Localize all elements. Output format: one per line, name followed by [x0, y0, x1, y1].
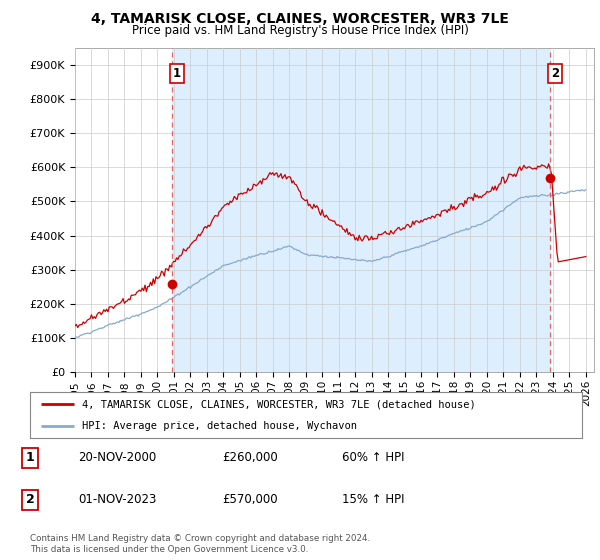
Text: 01-NOV-2023: 01-NOV-2023	[78, 493, 157, 506]
Text: HPI: Average price, detached house, Wychavon: HPI: Average price, detached house, Wych…	[82, 422, 358, 431]
Text: 4, TAMARISK CLOSE, CLAINES, WORCESTER, WR3 7LE (detached house): 4, TAMARISK CLOSE, CLAINES, WORCESTER, W…	[82, 399, 476, 409]
Text: 4, TAMARISK CLOSE, CLAINES, WORCESTER, WR3 7LE: 4, TAMARISK CLOSE, CLAINES, WORCESTER, W…	[91, 12, 509, 26]
Text: 1: 1	[173, 67, 181, 80]
Text: £570,000: £570,000	[222, 493, 278, 506]
Text: 2: 2	[551, 67, 559, 80]
Text: 60% ↑ HPI: 60% ↑ HPI	[342, 451, 404, 464]
Text: 20-NOV-2000: 20-NOV-2000	[78, 451, 156, 464]
Text: £260,000: £260,000	[222, 451, 278, 464]
Text: 15% ↑ HPI: 15% ↑ HPI	[342, 493, 404, 506]
Text: Price paid vs. HM Land Registry's House Price Index (HPI): Price paid vs. HM Land Registry's House …	[131, 24, 469, 37]
Text: This data is licensed under the Open Government Licence v3.0.: This data is licensed under the Open Gov…	[30, 545, 308, 554]
Bar	[172, 48, 550, 372]
Text: 1: 1	[26, 451, 34, 464]
Text: 2: 2	[26, 493, 34, 506]
Text: Contains HM Land Registry data © Crown copyright and database right 2024.: Contains HM Land Registry data © Crown c…	[30, 534, 370, 543]
